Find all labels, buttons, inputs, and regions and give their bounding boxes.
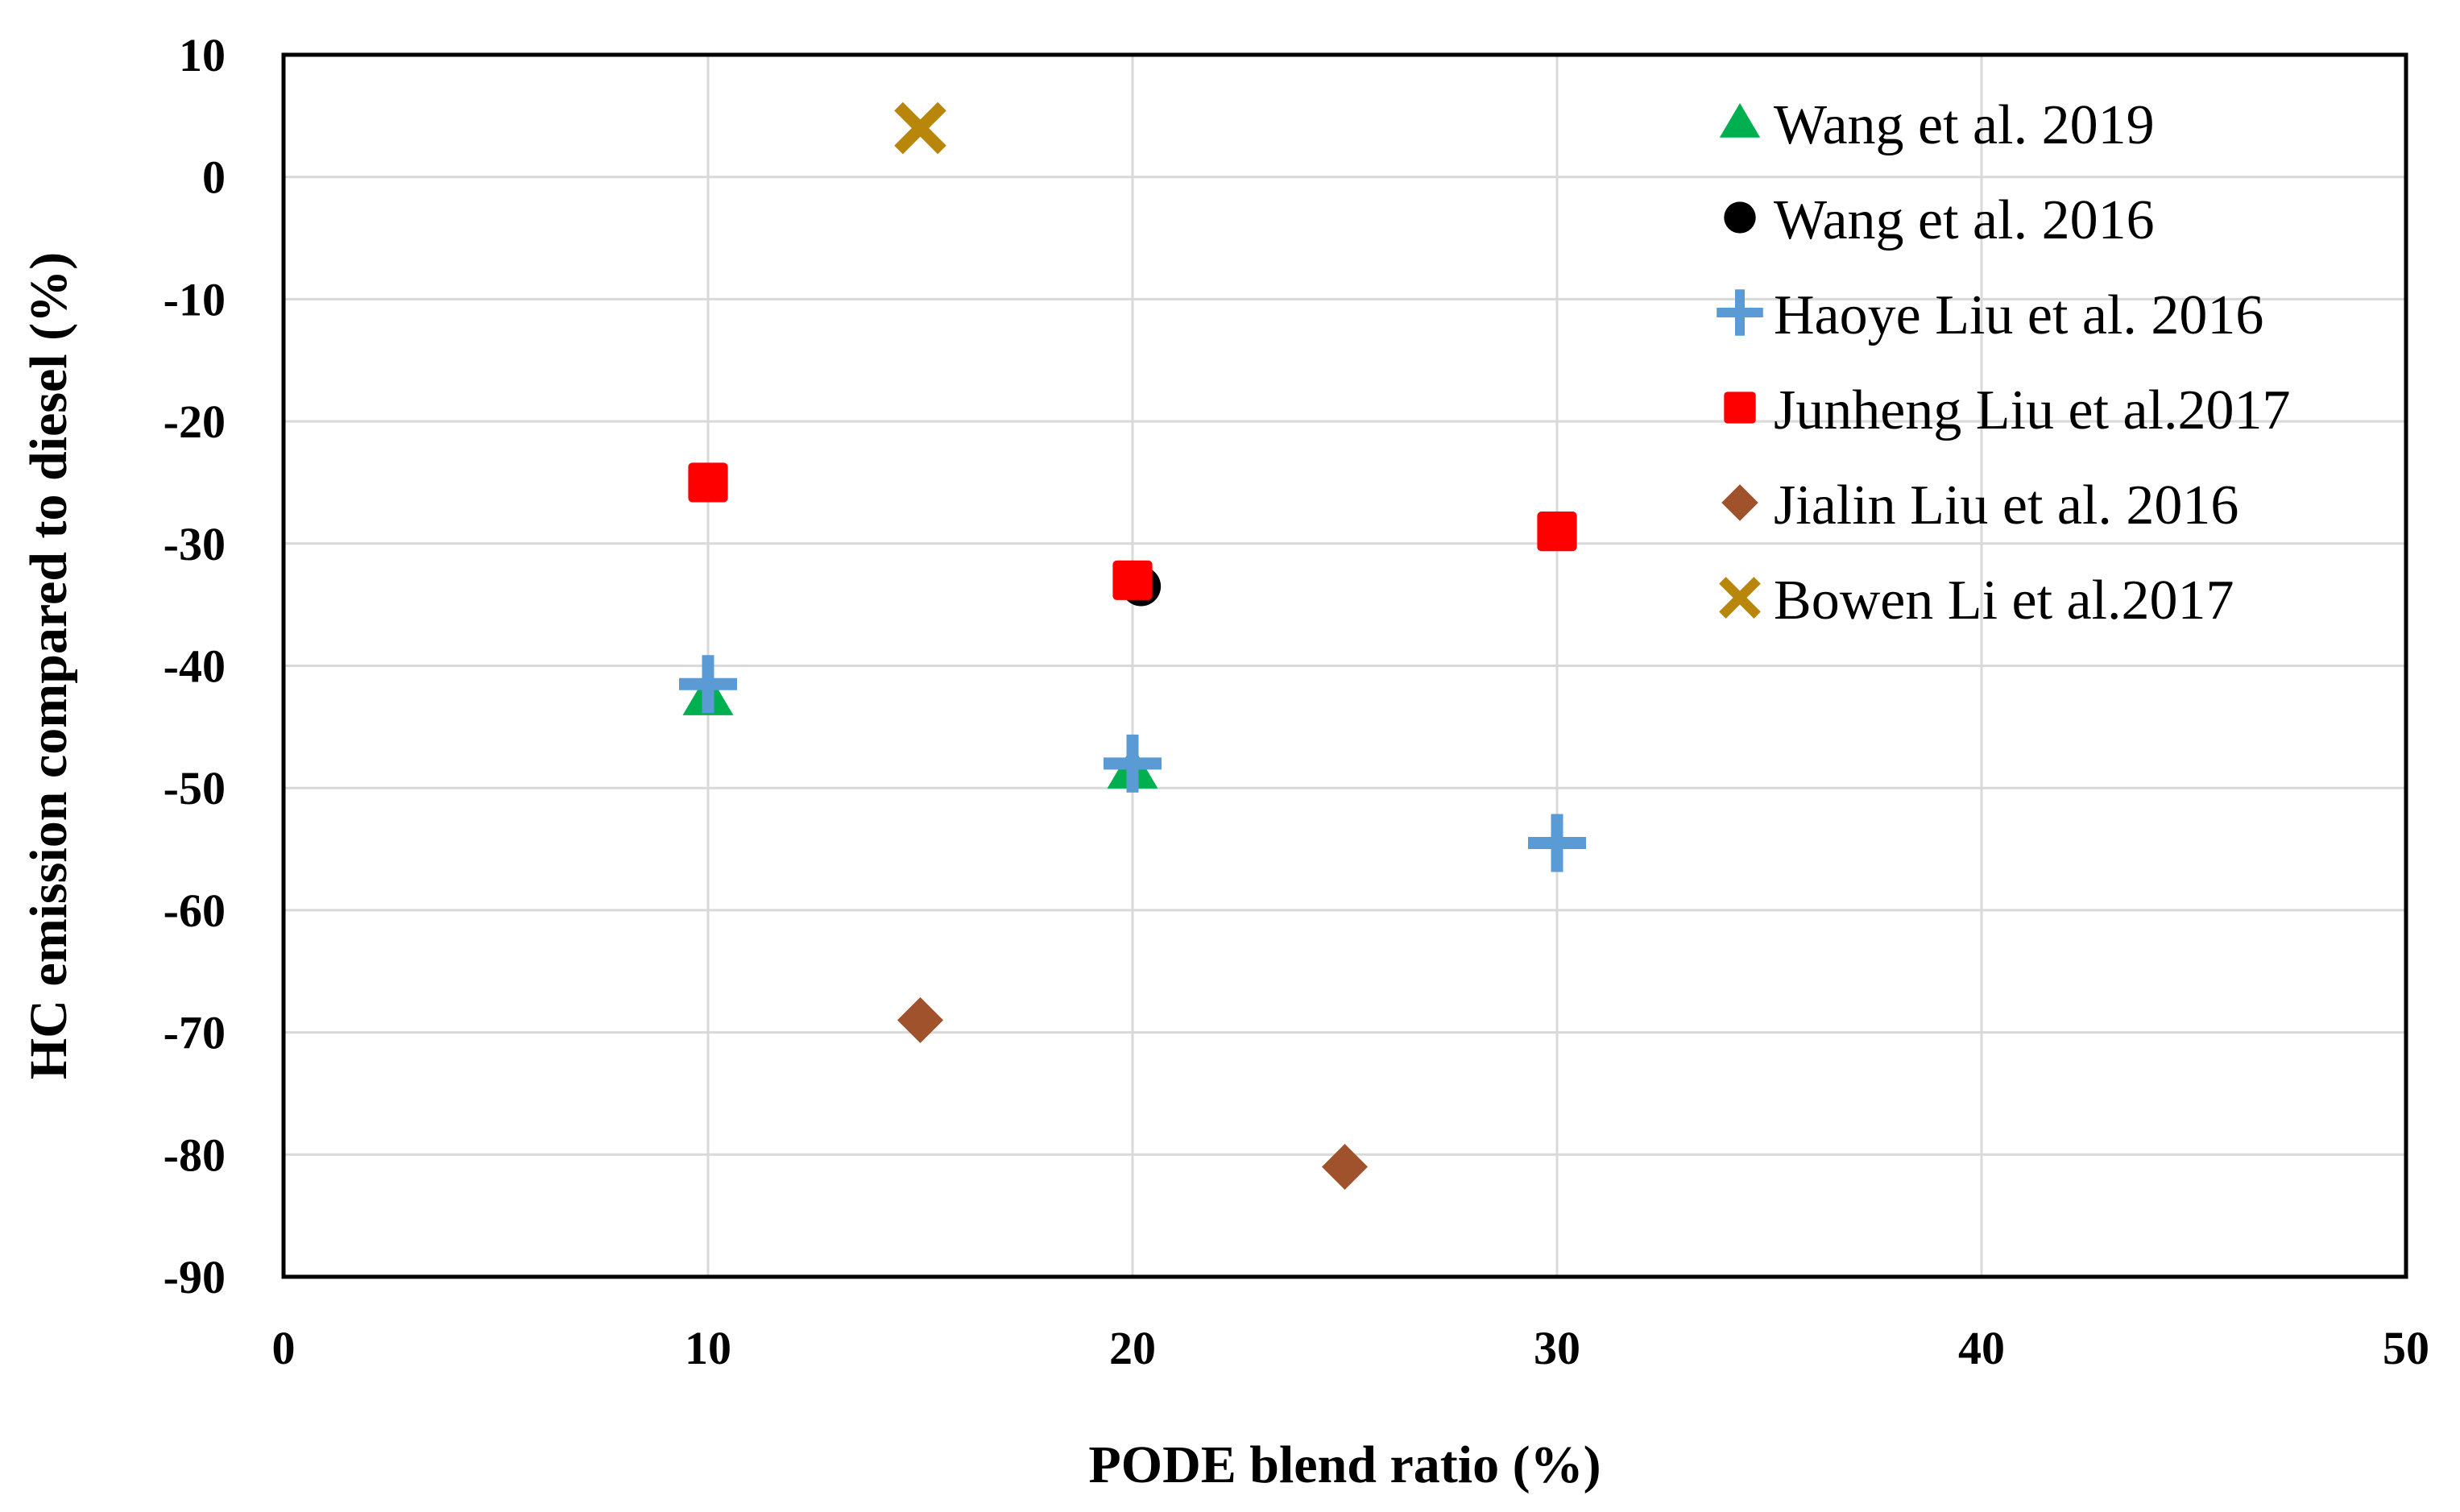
x-tick-label: 0	[272, 1322, 296, 1374]
legend-entry-label: Wang et al. 2016	[1774, 189, 2155, 251]
x-tick-label: 50	[2383, 1322, 2429, 1374]
x-tick-label: 10	[685, 1322, 731, 1374]
series-5	[894, 101, 946, 155]
y-tick-label: -60	[164, 884, 226, 937]
legend: Wang et al. 2019 Wang et al. 2016 Haoye Li…	[1717, 94, 2291, 632]
y-tick-label: -80	[164, 1129, 226, 1181]
y-tick-label: -40	[164, 640, 226, 693]
y-tick-label: -20	[164, 396, 226, 448]
legend-marker-square	[1724, 391, 1756, 424]
y-tick-label: -30	[164, 518, 226, 570]
data-point-square	[688, 462, 728, 503]
legend-entry-label: Haoye Liu et al. 2016	[1774, 284, 2263, 346]
data-point-plus	[1104, 734, 1162, 793]
series-3	[688, 462, 1577, 600]
legend-entry-label: Junheng Liu et al.2017	[1774, 379, 2291, 441]
legend-marker-x	[1719, 577, 1761, 619]
data-point-x	[894, 101, 946, 155]
legend-marker-circle	[1724, 201, 1756, 234]
x-tick-label: 30	[1534, 1322, 1580, 1374]
axis-ticks: 0 10 20 30 40 50 10 0 -10 -20 -30 -40 -50 -60 -70 -80 -9…	[164, 29, 2429, 1374]
legend-entry-label: Jialin Liu et al. 2016	[1774, 474, 2238, 536]
data-markers	[679, 101, 1586, 1190]
data-point-plus	[679, 655, 737, 714]
x-tick-label: 40	[1958, 1322, 2005, 1374]
legend-entry-label: Bowen Li et al.2017	[1774, 570, 2234, 632]
data-point-square	[1537, 512, 1577, 552]
y-tick-label: -50	[164, 762, 226, 814]
y-axis-title: HC emission compared to diesel (%)	[19, 252, 78, 1079]
data-point-diamond	[897, 996, 943, 1043]
data-point-square	[1112, 560, 1153, 600]
data-point-plus	[1528, 814, 1586, 872]
legend-entry-label: Wang et al. 2019	[1774, 94, 2155, 156]
x-tick-label: 20	[1109, 1322, 1156, 1374]
y-tick-label: 10	[179, 29, 226, 81]
series-4	[897, 996, 1368, 1190]
legend-marker-diamond	[1721, 484, 1758, 521]
data-point-diamond	[1322, 1143, 1368, 1190]
plot-area-frame	[281, 52, 2408, 1279]
y-tick-label: -90	[164, 1251, 226, 1303]
y-tick-label: -10	[164, 273, 226, 325]
x-axis-title: PODE blend ratio (%)	[1088, 1435, 1601, 1494]
series-2	[679, 655, 1586, 872]
y-tick-label: 0	[202, 151, 226, 204]
legend-marker-triangle	[1719, 103, 1761, 138]
y-tick-label: -70	[164, 1007, 226, 1059]
legend-marker-plus	[1717, 289, 1763, 336]
series-0	[682, 672, 1158, 789]
